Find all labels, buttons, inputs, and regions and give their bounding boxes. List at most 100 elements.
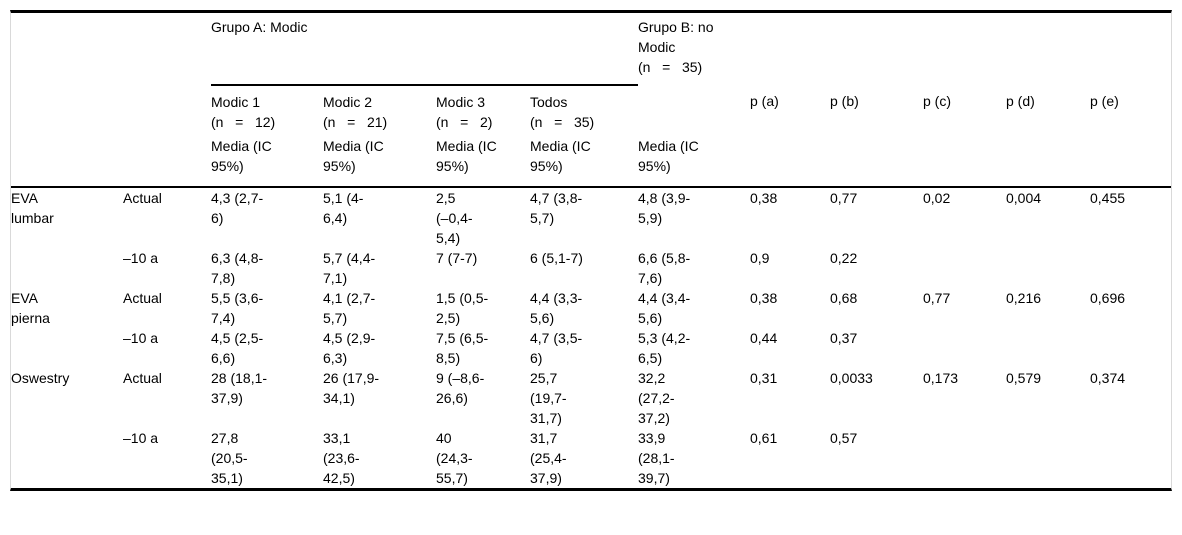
column-header-p-d: p (d)	[1006, 93, 1035, 109]
row-label	[11, 248, 123, 288]
cell-todos: 4,4 (3,3- 5,6)	[530, 290, 583, 326]
row-sublabel: Actual	[123, 370, 162, 386]
row-label: Oswestry	[11, 370, 70, 386]
cell-p-e	[1090, 428, 1171, 488]
cell-p-c: 0,02	[923, 190, 951, 206]
cell-todos: 4,7 (3,8- 5,7)	[530, 190, 583, 226]
cell-modic3: 1,5 (0,5- 2,5)	[436, 290, 489, 326]
results-table: Grupo A: Modic Grupo B: no Modic (n = 35…	[11, 13, 1171, 488]
cell-p-e: 0,455	[1090, 190, 1126, 206]
cell-p-a: 0,38	[750, 290, 778, 306]
empty-cell	[11, 13, 123, 85]
media-header: Media (IC 95%)	[323, 132, 436, 188]
cell-p-a: 0,44	[750, 330, 778, 346]
cell-p-c	[923, 328, 1006, 368]
cell-grupo-b: 6,6 (5,8- 7,6)	[638, 250, 691, 286]
cell-p-e: 0,374	[1090, 370, 1126, 386]
row-label	[11, 428, 123, 488]
cell-p-a: 0,38	[750, 190, 778, 206]
cell-grupo-b: 4,8 (3,9- 5,9)	[638, 190, 691, 226]
column-header-todos: Todos (n = 35)	[530, 94, 595, 130]
empty-cell	[11, 85, 123, 132]
cell-modic2: 26 (17,9- 34,1)	[323, 370, 380, 406]
cell-todos: 25,7 (19,7- 31,7)	[530, 370, 567, 426]
cell-p-d	[1006, 328, 1090, 368]
column-header-modic2: Modic 2 (n = 21)	[323, 94, 388, 130]
table-row-eva-pierna-actual: EVA pierna Actual 5,5 (3,6- 7,4) 4,1 (2,…	[11, 288, 1171, 328]
empty-cell	[123, 13, 211, 85]
cell-p-b: 0,57	[830, 430, 858, 446]
cell-p-a: 0,31	[750, 370, 778, 386]
cell-modic3: 9 (–8,6- 26,6)	[436, 370, 485, 406]
cell-p-d	[1006, 428, 1090, 488]
cell-modic1: 5,5 (3,6- 7,4)	[211, 290, 264, 326]
media-header: Media (IC 95%)	[211, 132, 323, 188]
cell-modic1: 6,3 (4,8- 7,8)	[211, 250, 264, 286]
cell-modic1: 28 (18,1- 37,9)	[211, 370, 268, 406]
row-label: EVA pierna	[11, 290, 50, 326]
row-sublabel: –10 a	[123, 330, 159, 346]
cell-modic3: 7 (7-7)	[436, 250, 478, 266]
column-header-modic1: Modic 1 (n = 12)	[211, 94, 276, 130]
empty-cell	[750, 13, 1171, 85]
media-header: Media (IC 95%)	[530, 132, 638, 188]
row-sublabel: Actual	[123, 190, 162, 206]
cell-p-e: 0,696	[1090, 290, 1126, 306]
cell-p-c	[923, 248, 1006, 288]
cell-p-b: 0,22	[830, 250, 858, 266]
cell-p-d: 0,579	[1006, 370, 1042, 386]
row-sublabel: –10 a	[123, 250, 159, 266]
row-label: EVA lumbar	[11, 190, 54, 226]
cell-grupo-b: 5,3 (4,2- 6,5)	[638, 330, 691, 366]
cell-p-b: 0,68	[830, 290, 858, 306]
cell-p-b: 0,77	[830, 190, 858, 206]
empty-cell	[123, 85, 211, 132]
table-row-oswestry-actual: Oswestry Actual 28 (18,1- 37,9) 26 (17,9…	[11, 368, 1171, 428]
media-header: Media (IC 95%)	[436, 132, 530, 188]
group-b-header: Grupo B: no Modic (n = 35)	[638, 19, 714, 75]
cell-p-a: 0,9	[750, 250, 770, 266]
cell-todos: 6 (5,1-7)	[530, 250, 583, 266]
cell-p-d: 0,216	[1006, 290, 1042, 306]
table-row-eva-pierna-minus10: –10 a 4,5 (2,5- 6,6) 4,5 (2,9- 6,3) 7,5 …	[11, 328, 1171, 368]
results-table-frame: Grupo A: Modic Grupo B: no Modic (n = 35…	[10, 10, 1172, 491]
cell-p-a: 0,61	[750, 430, 778, 446]
cell-modic2: 33,1 (23,6- 42,5)	[323, 430, 360, 486]
empty-cell	[638, 85, 750, 132]
table-row-oswestry-minus10: –10 a 27,8 (20,5- 35,1) 33,1 (23,6- 42,5…	[11, 428, 1171, 488]
cell-grupo-b: 4,4 (3,4- 5,6)	[638, 290, 691, 326]
table-row: Modic 1 (n = 12) Modic 2 (n = 21) Modic …	[11, 85, 1171, 132]
cell-p-e	[1090, 328, 1171, 368]
column-header-p-c: p (c)	[923, 93, 951, 109]
cell-modic2: 4,5 (2,9- 6,3)	[323, 330, 376, 366]
empty-cell	[11, 132, 123, 188]
column-header-p-b: p (b)	[830, 93, 859, 109]
cell-p-d: 0,004	[1006, 190, 1042, 206]
cell-modic1: 4,5 (2,5- 6,6)	[211, 330, 264, 366]
cell-todos: 31,7 (25,4- 37,9)	[530, 430, 567, 486]
cell-modic3: 2,5 (–0,4- 5,4)	[436, 190, 473, 246]
media-header: Media (IC 95%)	[638, 132, 750, 188]
cell-p-b: 0,37	[830, 330, 858, 346]
cell-p-e	[1090, 248, 1171, 288]
table-row-eva-lumbar-actual: EVA lumbar Actual 4,3 (2,7- 6) 5,1 (4- 6…	[11, 187, 1171, 248]
table-row-eva-lumbar-minus10: –10 a 6,3 (4,8- 7,8) 5,7 (4,4- 7,1) 7 (7…	[11, 248, 1171, 288]
row-label	[11, 328, 123, 368]
cell-modic2: 4,1 (2,7- 5,7)	[323, 290, 376, 326]
empty-cell	[750, 132, 1171, 188]
cell-p-b: 0,0033	[830, 370, 873, 386]
cell-modic3: 40 (24,3- 55,7)	[436, 430, 473, 486]
cell-grupo-b: 32,2 (27,2- 37,2)	[638, 370, 675, 426]
cell-p-c	[923, 428, 1006, 488]
empty-cell	[123, 132, 211, 188]
column-header-modic3: Modic 3 (n = 2)	[436, 94, 493, 130]
cell-modic2: 5,1 (4- 6,4)	[323, 190, 364, 226]
cell-todos: 4,7 (3,5- 6)	[530, 330, 583, 366]
cell-modic2: 5,7 (4,4- 7,1)	[323, 250, 376, 286]
row-sublabel: Actual	[123, 290, 162, 306]
table-row: Media (IC 95%) Media (IC 95%) Media (IC …	[11, 132, 1171, 188]
cell-modic1: 4,3 (2,7- 6)	[211, 190, 264, 226]
cell-p-c: 0,77	[923, 290, 951, 306]
row-sublabel: –10 a	[123, 430, 159, 446]
